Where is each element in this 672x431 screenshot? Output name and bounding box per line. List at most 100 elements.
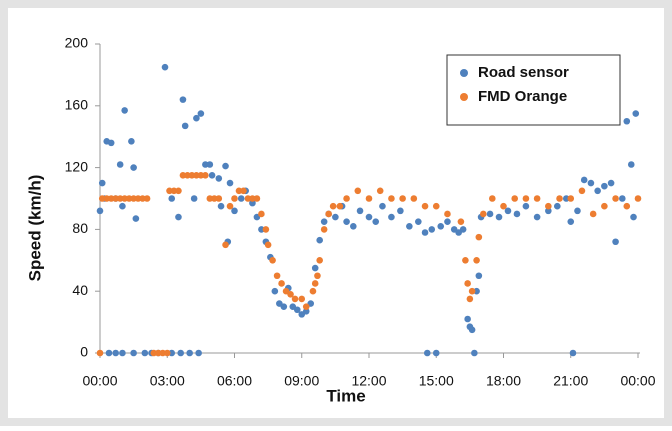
point — [264, 241, 272, 249]
point — [580, 176, 588, 184]
point — [462, 257, 469, 264]
point — [112, 349, 119, 357]
legend-label: FMD Orange — [478, 88, 567, 105]
point — [280, 303, 288, 310]
point — [320, 218, 328, 225]
point — [468, 326, 476, 334]
point — [594, 187, 601, 195]
x-axis-title: Time — [326, 386, 365, 405]
point — [132, 215, 140, 222]
point — [495, 213, 503, 221]
point — [311, 280, 319, 287]
legend-label: Road sensor — [478, 64, 569, 81]
point — [332, 213, 339, 221]
point — [278, 280, 285, 287]
point — [587, 179, 595, 187]
point — [607, 179, 615, 187]
point — [262, 226, 270, 233]
y-tick-label: 200 — [65, 35, 89, 51]
x-tick-label: 06:00 — [217, 373, 252, 389]
x-tick-label: 12:00 — [351, 373, 386, 389]
point — [415, 218, 422, 225]
point — [231, 207, 238, 215]
point — [143, 195, 151, 202]
point — [354, 187, 362, 195]
point — [309, 287, 317, 295]
point — [175, 213, 182, 221]
point — [513, 210, 521, 218]
point — [556, 195, 563, 202]
x-tick-label: 00:00 — [620, 373, 655, 389]
point — [356, 207, 364, 215]
x-tick-label: 09:00 — [284, 373, 319, 389]
point — [471, 349, 478, 357]
point — [376, 187, 384, 195]
point — [399, 195, 406, 202]
legend-marker — [460, 69, 468, 77]
point — [237, 195, 245, 202]
point — [630, 213, 637, 221]
point — [372, 218, 380, 225]
point — [601, 202, 608, 210]
point — [388, 195, 395, 202]
point — [410, 195, 418, 202]
point — [423, 349, 431, 357]
point — [365, 195, 373, 202]
x-tick-label: 21:00 — [553, 373, 588, 389]
point — [388, 213, 395, 221]
point — [302, 303, 310, 310]
y-tick-label: 40 — [72, 282, 88, 298]
point — [195, 349, 202, 357]
point — [249, 199, 256, 207]
point — [253, 195, 261, 202]
point — [612, 195, 619, 202]
point — [98, 179, 106, 187]
point — [397, 207, 404, 215]
x-tick-label: 18:00 — [486, 373, 521, 389]
point — [533, 213, 541, 221]
point — [533, 195, 541, 202]
point — [121, 107, 128, 114]
point — [119, 202, 126, 210]
point — [314, 272, 321, 280]
point — [202, 172, 209, 179]
point — [206, 161, 214, 168]
point — [511, 195, 519, 202]
point — [217, 202, 225, 210]
point — [522, 195, 530, 202]
point — [437, 223, 445, 230]
point — [269, 257, 276, 264]
point — [291, 295, 299, 303]
x-tick-label: 00:00 — [82, 373, 117, 389]
point — [329, 202, 337, 210]
point — [311, 264, 319, 272]
point — [421, 202, 429, 210]
point — [612, 238, 619, 246]
point — [302, 307, 310, 315]
point — [578, 187, 586, 195]
point — [457, 218, 465, 225]
point — [186, 349, 193, 357]
y-tick-label: 0 — [80, 344, 88, 360]
point — [480, 210, 487, 218]
x-tick-label: 03:00 — [150, 373, 185, 389]
point — [258, 210, 265, 218]
point — [298, 295, 306, 303]
point — [163, 349, 171, 357]
point — [197, 110, 205, 117]
y-tick-label: 160 — [65, 97, 89, 113]
point — [567, 195, 575, 202]
point — [273, 272, 281, 280]
point — [432, 202, 440, 210]
point — [567, 218, 575, 225]
point — [379, 202, 386, 210]
point — [634, 195, 642, 202]
point — [589, 210, 597, 218]
y-tick-label: 80 — [72, 220, 88, 236]
point — [116, 161, 124, 168]
point — [545, 207, 552, 215]
point — [432, 349, 440, 357]
point — [190, 195, 198, 202]
point — [130, 349, 137, 357]
